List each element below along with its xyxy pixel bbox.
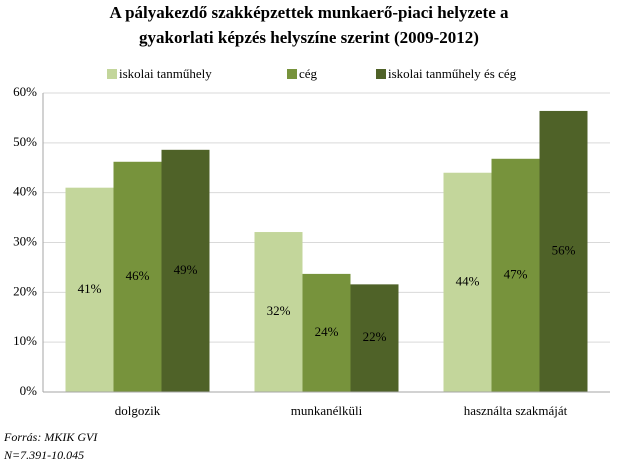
x-tick-label: munkanélküli (291, 403, 363, 418)
data-label: 46% (126, 268, 150, 283)
y-tick-label: 20% (13, 283, 37, 298)
bar (539, 110, 588, 392)
bar (113, 161, 162, 392)
data-label: 56% (552, 242, 576, 257)
chart-title: A pályakezdő szakképzettek munkaerő-piac… (110, 3, 509, 22)
chart-title: gyakorlati képzés helyszíne szerint (200… (139, 28, 479, 47)
legend-marker (287, 69, 297, 79)
y-tick-label: 60% (13, 84, 37, 99)
data-label: 32% (267, 303, 291, 318)
y-tick-label: 0% (20, 383, 38, 398)
y-tick-label: 30% (13, 233, 37, 248)
legend-label: iskolai tanműhely és cég (388, 66, 517, 81)
source-note: N=7.391-10.045 (3, 448, 84, 462)
x-tick-label: dolgozik (115, 403, 161, 418)
data-label: 47% (504, 266, 528, 281)
legend-marker (107, 69, 117, 79)
data-label: 49% (174, 262, 198, 277)
data-label: 22% (363, 329, 387, 344)
data-label: 24% (315, 324, 339, 339)
x-tick-label: használta szakmáját (464, 403, 568, 418)
bar (302, 273, 351, 392)
y-tick-label: 40% (13, 184, 37, 199)
bar (254, 232, 303, 392)
bar (443, 172, 492, 392)
data-label: 41% (78, 281, 102, 296)
bar (65, 187, 114, 392)
bar (491, 158, 540, 392)
source-note: Forrás: MKIK GVI (3, 430, 98, 444)
y-tick-label: 10% (13, 333, 37, 348)
legend-label: cég (299, 66, 318, 81)
legend-label: iskolai tanműhely (119, 66, 212, 81)
legend-marker (376, 69, 386, 79)
bar (350, 284, 399, 392)
y-tick-label: 50% (13, 134, 37, 149)
data-label: 44% (456, 273, 480, 288)
bar (161, 149, 210, 392)
